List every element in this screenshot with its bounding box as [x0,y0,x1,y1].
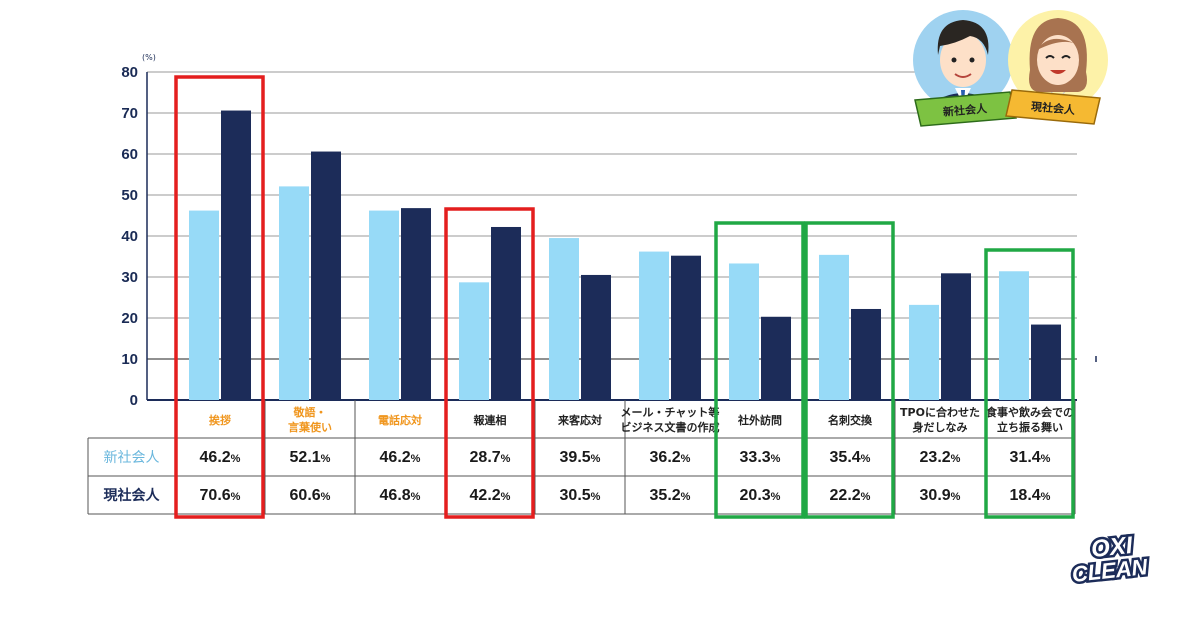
table-cell: 18.4% [1010,487,1051,504]
table-cell: 20.3% [740,487,781,504]
y-tick-label: 70 [121,105,138,122]
highlight-box [174,75,265,519]
category-label: 食事や飲み会での立ち振る舞い [986,405,1074,434]
highlight-box [714,221,805,519]
y-tick-label: 10 [121,351,138,368]
category-label: 報連相 [474,413,507,427]
bar-current-1 [311,151,341,400]
table-cell: 36.2% [650,449,691,466]
table-cell: 46.2% [200,449,241,466]
table-cell: 60.6% [290,487,331,504]
bar-current-6 [761,316,791,400]
bar-current-2 [401,208,431,400]
badge-current-label: 現社会人 [1030,99,1076,117]
bar-new-0 [189,210,219,400]
y-tick-label: 40 [121,228,138,245]
y-tick-label: 30 [121,269,138,286]
new-employee-badge: 新社会人 [913,10,1017,127]
y-tick-label: 0 [130,392,138,409]
bar-current-7 [851,308,881,400]
highlight-box [984,248,1075,519]
bar-new-5 [639,251,669,400]
bar-new-9 [999,271,1029,400]
table-cell: 52.1% [290,449,331,466]
table-cell: 70.6% [200,487,241,504]
category-label: 電話応対 [378,413,422,427]
category-label: 名刺交換 [828,413,873,427]
bar-new-4 [549,238,579,400]
table-cell: 46.2% [380,449,421,466]
highlight-box [804,221,895,519]
table-cell: 31.4% [1010,449,1051,466]
category-label: メール・チャット等ビジネス文書の作成 [621,405,720,434]
table-cell: 46.8% [380,487,421,504]
badge-new-label: 新社会人 [942,101,988,119]
highlight-boxes [174,75,1075,519]
table-cell: 42.2% [470,487,511,504]
table-cell: 30.5% [560,487,601,504]
data-table: 挨拶 敬語・言葉使い 電話応対 報連相 来客応対 メール・チャット等ビジネス文書の作成 社外… [87,400,1076,515]
table-cell: 33.3% [740,449,781,466]
category-label: 敬語・言葉使い [288,405,332,434]
oxiclean-logo: OXI CLEAN [1068,529,1152,589]
row-header: 現社会人 [104,487,161,504]
bar-current-9 [1031,324,1061,400]
y-tick-label: 80 [121,64,138,81]
bar-new-8 [909,304,939,400]
category-label: 社外訪問 [737,413,782,427]
bar-current-0 [221,110,251,400]
category-label: TPOに合わせた身だしなみ [900,405,980,434]
table-cell: 35.2% [650,487,691,504]
table-cell: 22.2% [830,487,871,504]
bar-current-8 [941,273,971,400]
bar-new-2 [369,210,399,400]
table-cell: 23.2% [920,449,961,466]
bar-new-1 [279,186,309,400]
y-tick-label: 50 [121,187,138,204]
y-tick-label: 20 [121,310,138,327]
bar-new-3 [459,282,489,400]
category-label: 来客応対 [557,413,602,427]
highlight-box [444,207,535,519]
bar-current-3 [491,226,521,400]
bars [189,110,1061,400]
bar-current-4 [581,274,611,400]
bar-current-5 [671,255,701,400]
table-cell: 39.5% [560,449,601,466]
table-cell: 28.7% [470,449,511,466]
row-header: 新社会人 [104,450,160,466]
table-cell: 30.9% [920,487,961,504]
logo-line2: CLEAN [1071,554,1150,587]
current-employee-badge: 現社会人 [1005,10,1108,125]
category-label: 挨拶 [209,413,231,427]
table-cell: 35.4% [830,449,871,466]
y-axis: 0 10 20 30 40 50 60 70 80 (%) [121,53,1097,409]
bar-new-7 [819,254,849,400]
bar-new-6 [729,263,759,400]
y-unit-label: (%) [142,53,156,62]
y-tick-label: 60 [121,146,138,163]
